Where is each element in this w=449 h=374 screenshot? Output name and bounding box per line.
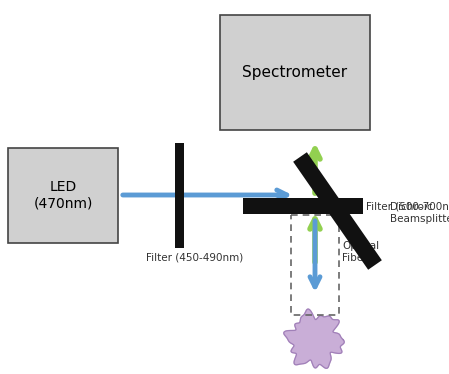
FancyBboxPatch shape	[8, 148, 118, 243]
Bar	[243, 198, 363, 214]
Text: Filter (450-490nm): Filter (450-490nm)	[146, 253, 244, 263]
Polygon shape	[284, 309, 344, 368]
Text: LED
(470nm): LED (470nm)	[33, 180, 92, 211]
FancyBboxPatch shape	[220, 15, 370, 130]
Text: Dichroic
Beamsplitter: Dichroic Beamsplitter	[390, 202, 449, 224]
Bar	[175, 143, 184, 248]
Bar	[291, 215, 339, 315]
Text: Optical
Fiber: Optical Fiber	[342, 241, 379, 263]
Text: Filter (500-700nm): Filter (500-700nm)	[366, 201, 449, 211]
Text: Spectrometer: Spectrometer	[242, 65, 348, 80]
